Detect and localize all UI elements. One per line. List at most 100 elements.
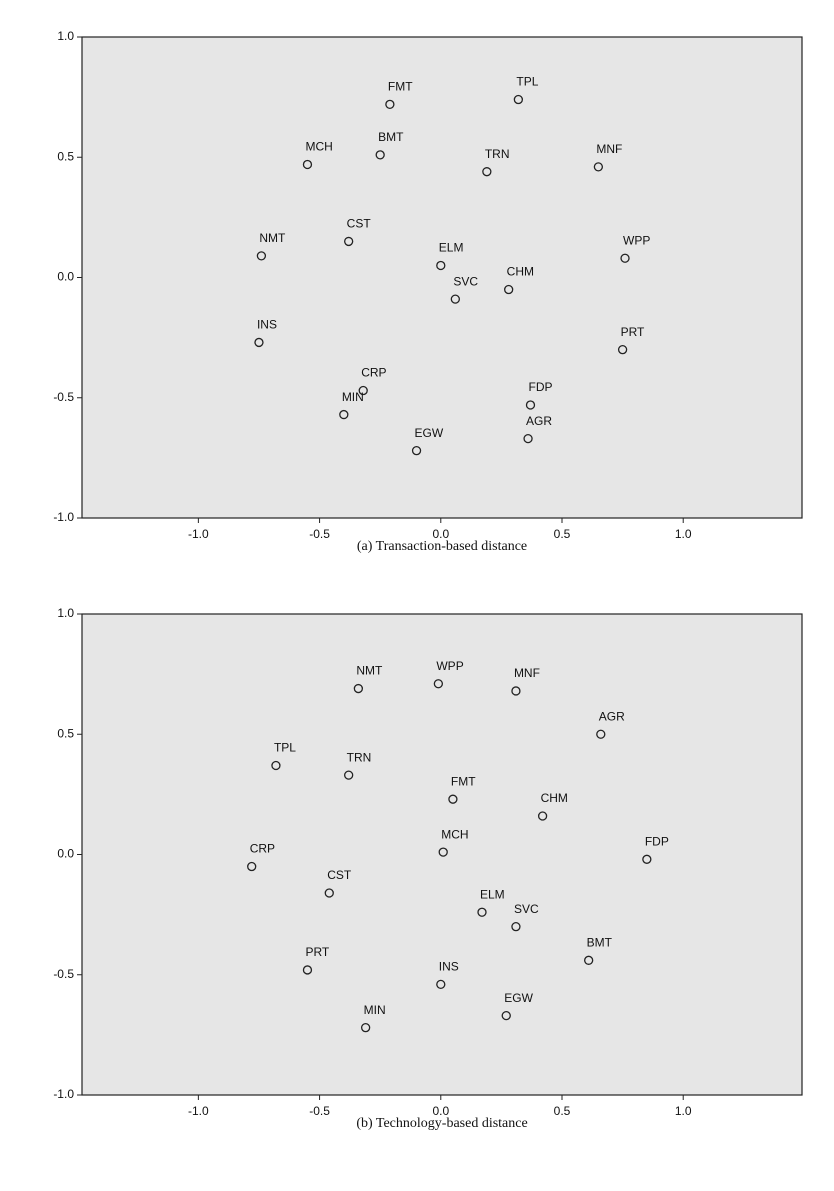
- y-tick-label: 1.0: [57, 606, 74, 620]
- point: [584, 955, 594, 965]
- point: [344, 236, 354, 247]
- y-tick-label: -1.0: [53, 510, 74, 524]
- point: [302, 159, 313, 170]
- x-tick-label: 0.0: [432, 1104, 449, 1118]
- caption: (a) Transaction-based distance: [357, 539, 527, 554]
- y-tick-label: 0.0: [57, 270, 74, 284]
- point: [450, 294, 460, 304]
- x-tick-label: 0.5: [554, 527, 571, 541]
- point-label: PRT: [621, 325, 645, 339]
- point: [620, 253, 630, 263]
- point-label: CRP: [250, 842, 275, 856]
- point: [360, 1023, 371, 1033]
- y-tick-label: 1.0: [57, 29, 74, 43]
- point: [436, 260, 446, 271]
- x-tick-label: 0.0: [432, 527, 449, 541]
- point: [482, 167, 492, 177]
- point: [525, 400, 536, 410]
- point: [477, 907, 487, 917]
- point-label: EGW: [415, 426, 444, 440]
- y-tick-label: 0.0: [57, 847, 74, 861]
- point: [511, 686, 521, 696]
- x-tick-label: -0.5: [309, 527, 330, 541]
- x-tick-label: 1.0: [675, 1104, 692, 1118]
- point: [642, 854, 652, 864]
- point-label: MCH: [441, 827, 468, 841]
- point: [501, 1010, 511, 1021]
- point-label: AGR: [526, 414, 552, 428]
- point: [617, 344, 628, 355]
- point-label: MCH: [305, 140, 332, 154]
- point-label: TRN: [347, 750, 372, 764]
- point-label: INS: [439, 960, 459, 974]
- point-label: CHM: [507, 265, 534, 279]
- point-label: FDP: [528, 380, 552, 394]
- point-label: CHM: [541, 791, 568, 805]
- point-label: MIN: [342, 390, 364, 404]
- point-label: TPL: [274, 741, 296, 755]
- point: [256, 251, 267, 261]
- y-tick-label: -1.0: [53, 1087, 74, 1101]
- point-label: CST: [327, 868, 352, 882]
- point-label: FMT: [451, 774, 476, 788]
- point-label: BMT: [587, 935, 613, 949]
- point-label: WPP: [623, 233, 650, 247]
- point: [448, 794, 458, 804]
- caption: (b) Technology-based distance: [356, 1116, 527, 1131]
- point: [593, 162, 604, 172]
- point: [438, 847, 448, 857]
- point-label: SVC: [514, 902, 539, 916]
- point-label: NMT: [259, 231, 286, 245]
- point: [537, 811, 548, 821]
- point: [596, 729, 606, 739]
- point-label: TRN: [485, 147, 510, 161]
- point-label: INS: [257, 318, 277, 332]
- point: [247, 861, 257, 872]
- point: [358, 385, 368, 396]
- point: [344, 770, 354, 780]
- point: [339, 409, 349, 420]
- x-tick-label: -0.5: [309, 1104, 330, 1118]
- point-label: CST: [347, 217, 372, 231]
- y-tick-label: 0.5: [57, 726, 74, 740]
- point-label: FDP: [645, 834, 669, 848]
- point-label: ELM: [480, 887, 505, 901]
- y-tick-label: -0.5: [53, 967, 74, 981]
- point: [324, 888, 334, 898]
- point: [375, 150, 385, 160]
- point: [302, 965, 313, 975]
- plot-area: [81, 36, 803, 519]
- point: [385, 99, 395, 109]
- point: [271, 760, 281, 771]
- point: [254, 337, 264, 348]
- point-label: EGW: [504, 991, 533, 1005]
- point-label: TPL: [516, 75, 538, 89]
- point-label: SVC: [453, 274, 478, 288]
- point-label: MNF: [514, 666, 540, 680]
- y-tick-label: 0.5: [57, 149, 74, 163]
- point-label: FMT: [388, 80, 413, 94]
- y-tick-label: -0.5: [53, 390, 74, 404]
- point-label: CRP: [361, 366, 386, 380]
- point: [433, 679, 444, 689]
- point: [504, 284, 514, 295]
- point-label: AGR: [599, 709, 625, 723]
- point-label: WPP: [436, 659, 463, 673]
- point: [511, 922, 521, 932]
- point: [411, 446, 422, 456]
- point-label: NMT: [356, 664, 383, 678]
- point: [436, 979, 446, 990]
- point-label: BMT: [378, 130, 404, 144]
- point-label: ELM: [439, 241, 464, 255]
- x-tick-label: 1.0: [675, 527, 692, 541]
- point: [523, 433, 533, 444]
- x-tick-label: 0.5: [554, 1104, 571, 1118]
- point: [513, 94, 524, 105]
- point-label: MNF: [596, 142, 622, 156]
- point-label: MIN: [364, 1003, 386, 1017]
- x-tick-label: -1.0: [188, 527, 209, 541]
- point: [353, 683, 364, 694]
- x-tick-label: -1.0: [188, 1104, 209, 1118]
- plot-area: [81, 613, 803, 1096]
